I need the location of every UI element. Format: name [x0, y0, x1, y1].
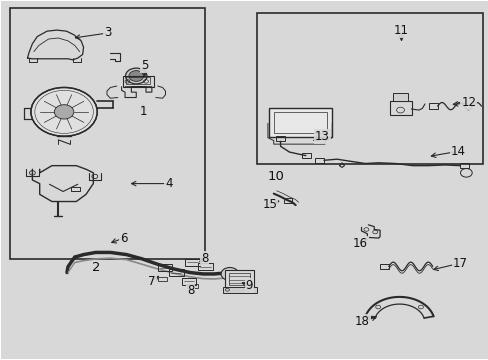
Text: 18: 18: [354, 315, 369, 328]
Text: 7: 7: [148, 275, 155, 288]
Bar: [228, 273, 250, 285]
Bar: [10, 8, 205, 259]
Text: 9: 9: [245, 279, 253, 292]
Bar: [158, 264, 172, 271]
Bar: [273, 112, 327, 134]
Bar: [256, 13, 483, 164]
Bar: [168, 269, 183, 276]
Bar: [283, 198, 292, 203]
Bar: [275, 136, 285, 141]
Text: 10: 10: [267, 170, 284, 183]
Text: 3: 3: [104, 27, 111, 40]
Text: 8: 8: [201, 252, 208, 265]
Bar: [389, 101, 411, 115]
Text: 14: 14: [449, 145, 465, 158]
Bar: [198, 263, 212, 270]
Text: 17: 17: [451, 257, 467, 270]
Bar: [224, 270, 254, 288]
Bar: [222, 287, 256, 293]
Text: 13: 13: [314, 130, 329, 143]
Circle shape: [54, 105, 74, 119]
Text: 8: 8: [187, 284, 194, 297]
Bar: [182, 278, 195, 285]
Bar: [315, 158, 324, 163]
Bar: [379, 264, 388, 269]
Text: 4: 4: [165, 177, 172, 190]
Bar: [122, 76, 154, 87]
Text: 2: 2: [91, 261, 100, 274]
Text: 12: 12: [460, 96, 475, 109]
Text: 1: 1: [139, 105, 146, 118]
Bar: [392, 93, 407, 101]
Text: 15: 15: [262, 198, 277, 211]
Text: 16: 16: [352, 237, 367, 250]
Circle shape: [221, 267, 238, 280]
Circle shape: [129, 71, 143, 81]
Text: 11: 11: [393, 24, 408, 37]
Bar: [459, 163, 468, 168]
Circle shape: [125, 68, 147, 84]
Bar: [186, 284, 197, 288]
Bar: [428, 103, 437, 109]
Bar: [268, 108, 331, 137]
Text: 5: 5: [141, 59, 148, 72]
Bar: [302, 153, 310, 158]
Circle shape: [31, 87, 97, 136]
Text: 6: 6: [120, 231, 127, 244]
Bar: [158, 277, 167, 281]
Bar: [126, 77, 150, 84]
Bar: [184, 259, 199, 266]
